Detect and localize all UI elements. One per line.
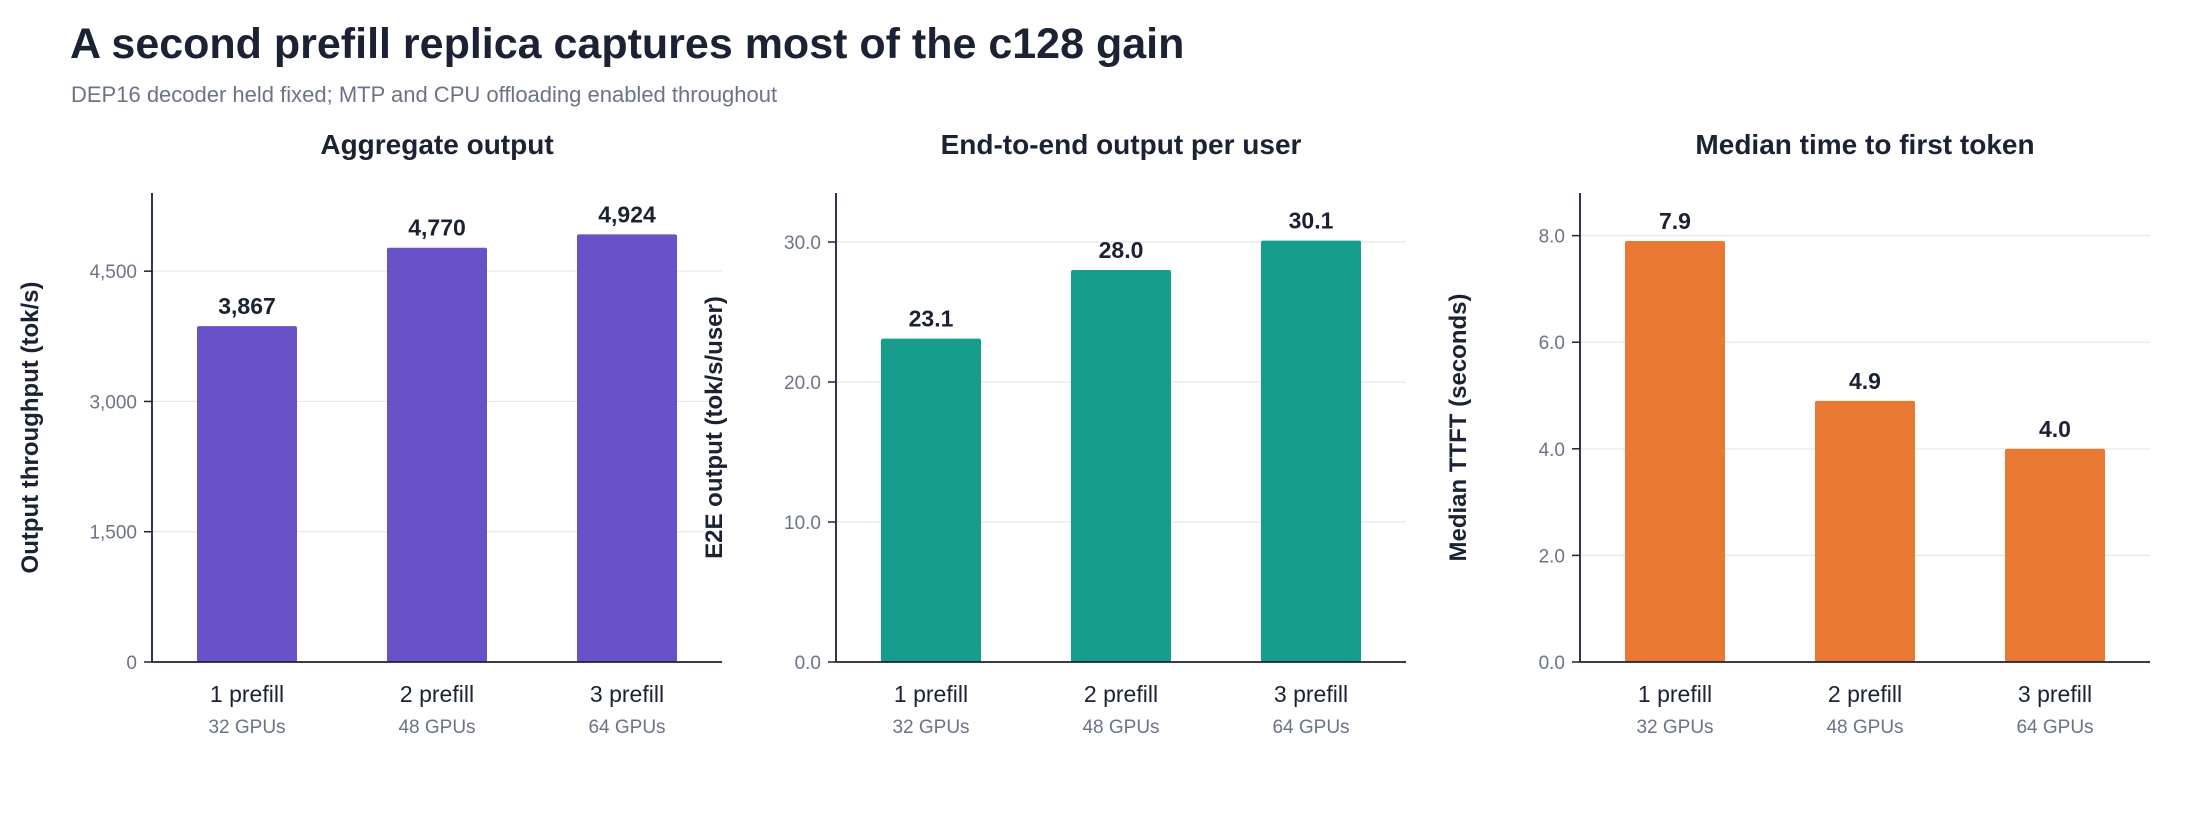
chart-1-ytick-label: 1,500: [89, 523, 137, 544]
chart-3-value-label: 4.9: [1849, 368, 1881, 394]
chart-2-value-label: 28.0: [1099, 237, 1144, 263]
chart-2-ytick-label: 20.0: [784, 373, 821, 394]
chart-1-bar: [387, 247, 487, 662]
chart-2-bar: [1071, 270, 1171, 662]
chart-2-category-label: 2 prefill: [1084, 681, 1158, 707]
chart-2-category-sublabel: 32 GPUs: [892, 717, 969, 738]
chart-1-ytick-label: 3,000: [89, 392, 137, 413]
chart-2-ytick-label: 0.0: [795, 653, 821, 674]
chart-1-title: Aggregate output: [320, 129, 553, 160]
chart-3-ytick-label: 4.0: [1539, 440, 1565, 461]
chart-3-ytick-label: 6.0: [1539, 333, 1565, 354]
chart-2-ytick-label: 30.0: [784, 233, 821, 254]
chart-1-ytick-label: 4,500: [89, 262, 137, 283]
chart-2-ytick-label: 10.0: [784, 513, 821, 534]
chart-2-title: End-to-end output per user: [941, 129, 1302, 160]
chart-2-category-label: 1 prefill: [894, 681, 968, 707]
chart-2-ylabel: E2E output (tok/s/user): [701, 296, 728, 559]
chart-2-category-sublabel: 64 GPUs: [1272, 717, 1349, 738]
chart-3-category-label: 3 prefill: [2018, 681, 2092, 707]
chart-3-category-label: 2 prefill: [1828, 681, 1902, 707]
chart-3-category-sublabel: 48 GPUs: [1826, 717, 1903, 738]
chart-1-bar: [197, 326, 297, 662]
chart-2-value-label: 30.1: [1289, 208, 1334, 234]
chart-1-category-sublabel: 64 GPUs: [588, 717, 665, 738]
chart-3-category-sublabel: 32 GPUs: [1636, 717, 1713, 738]
chart-1-value-label: 4,770: [408, 215, 466, 241]
page-subtitle: DEP16 decoder held fixed; MTP and CPU of…: [71, 82, 778, 107]
chart-1-bar: [577, 234, 677, 662]
chart-3-category-label: 1 prefill: [1638, 681, 1712, 707]
chart-2-category-label: 3 prefill: [1274, 681, 1348, 707]
chart-1-category-label: 1 prefill: [210, 681, 284, 707]
chart-1-ytick-label: 0: [126, 653, 137, 674]
chart-2-bar: [1261, 240, 1361, 662]
chart-1-value-label: 3,867: [218, 293, 276, 319]
chart-3-bar: [2005, 448, 2105, 662]
page-title: A second prefill replica captures most o…: [70, 20, 1185, 68]
chart-3-ytick-label: 2.0: [1539, 546, 1565, 567]
chart-1-category-label: 3 prefill: [590, 681, 664, 707]
chart-3-value-label: 4.0: [2039, 416, 2071, 442]
chart-3-ytick-label: 0.0: [1539, 653, 1565, 674]
chart-3-ytick-label: 8.0: [1539, 227, 1565, 248]
chart-1-ylabel: Output throughput (tok/s): [17, 282, 44, 574]
chart-2-value-label: 23.1: [909, 306, 954, 332]
chart-1-category-label: 2 prefill: [400, 681, 474, 707]
chart-3-title: Median time to first token: [1695, 129, 2034, 160]
chart-2-category-sublabel: 48 GPUs: [1082, 717, 1159, 738]
chart-3-category-sublabel: 64 GPUs: [2016, 717, 2093, 738]
chart-1-category-sublabel: 48 GPUs: [398, 717, 475, 738]
chart-3-bar: [1815, 400, 1915, 662]
chart-2-bar: [881, 338, 981, 662]
chart-3-bar: [1625, 240, 1725, 662]
chart-1-category-sublabel: 32 GPUs: [208, 717, 285, 738]
chart-1-value-label: 4,924: [598, 201, 656, 227]
chart-3-ylabel: Median TTFT (seconds): [1445, 293, 1472, 561]
chart-3-value-label: 7.9: [1659, 208, 1691, 234]
